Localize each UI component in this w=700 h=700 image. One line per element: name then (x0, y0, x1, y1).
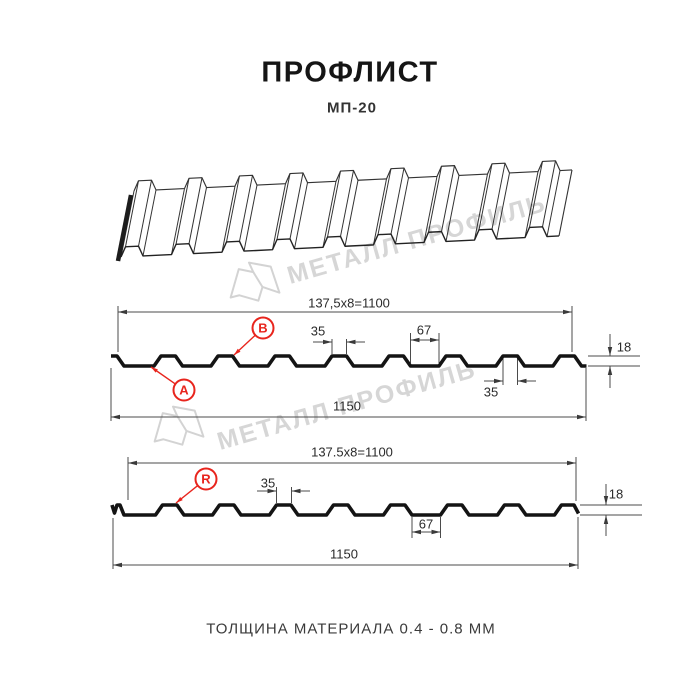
side-label-b: В (251, 316, 275, 340)
dim-rib-width-bottom: 35 (260, 475, 276, 491)
watermark-logo-icon (153, 405, 205, 446)
dim-height-top: 18 (616, 339, 632, 355)
watermark-logo-icon (229, 261, 281, 302)
page-subtitle: МП-20 (327, 99, 377, 117)
dim-overall-width-top: 1150 (333, 398, 361, 414)
dim-pan-width-bottom: 67 (418, 516, 434, 532)
dim-total-width-top: 137,5x8=1100 (308, 295, 390, 311)
dim-overall-width-bottom: 1150 (330, 546, 358, 562)
dim-rib-top-width: 35 (310, 323, 326, 339)
sheet-3d-drawing (115, 160, 573, 262)
dimension-lines (110, 306, 642, 569)
side-label-a: А (172, 378, 196, 402)
dim-height-bottom: 18 (608, 486, 624, 502)
side-label-r: R (194, 467, 218, 491)
dim-pan-width-top: 67 (416, 322, 432, 338)
leader-lines (150, 334, 257, 504)
profile-top-drawing (111, 354, 587, 368)
profile-bottom-drawing (110, 503, 581, 517)
dim-rib-bottom-width: 35 (483, 384, 499, 400)
page-title: ПРОФЛИСТ (261, 56, 439, 89)
dim-total-width-bottom: 137.5x8=1100 (311, 444, 393, 460)
material-thickness-note: ТОЛЩИНА МАТЕРИАЛА 0.4 - 0.8 ММ (206, 620, 496, 638)
